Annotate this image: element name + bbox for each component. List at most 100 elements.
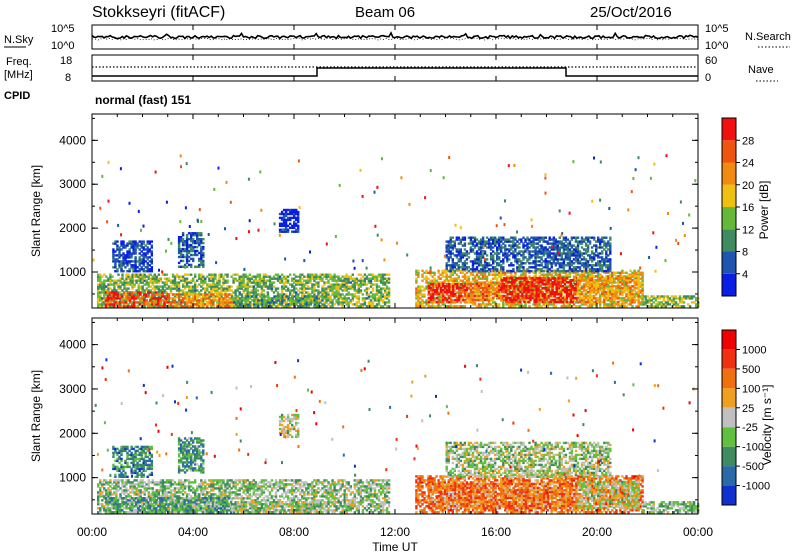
power-cell — [192, 247, 195, 251]
power-cell — [167, 277, 171, 280]
power-cell — [574, 291, 578, 294]
power-cell — [555, 300, 558, 304]
power-cell — [313, 305, 317, 308]
power-cell — [134, 262, 137, 265]
power-cell — [179, 255, 183, 259]
power-cell — [183, 247, 187, 251]
power-cell — [429, 271, 432, 274]
power-cell — [508, 303, 511, 306]
power-cell — [442, 285, 445, 288]
power-cell — [455, 248, 458, 251]
power-cell — [359, 273, 363, 276]
power-cell — [190, 303, 193, 306]
power-cell — [487, 303, 491, 306]
power-cell — [243, 305, 246, 308]
power-cell — [447, 240, 450, 243]
power-cell — [345, 283, 348, 286]
power-cell — [627, 299, 630, 302]
power-cell — [190, 247, 193, 251]
power-cell — [385, 305, 389, 308]
power-cell — [238, 277, 241, 280]
power-cell — [518, 275, 521, 278]
power-cell — [487, 286, 491, 290]
power-cell — [118, 264, 121, 267]
power-cell — [539, 277, 542, 280]
power-cell — [347, 275, 350, 278]
power-cell — [341, 305, 344, 308]
power-cell — [169, 305, 173, 308]
power-cell — [365, 277, 369, 280]
power-cell — [202, 305, 205, 308]
power-cell — [109, 281, 112, 284]
power-cell — [144, 244, 147, 247]
power-cell — [153, 299, 156, 302]
power-cell — [181, 275, 185, 278]
power-cell — [127, 293, 130, 296]
power-cell — [128, 270, 131, 273]
power-cell — [584, 289, 588, 292]
power-cell — [593, 271, 596, 274]
power-cell — [120, 266, 123, 269]
power-cell — [295, 287, 298, 290]
power-cell — [578, 283, 582, 286]
power-cell — [228, 305, 231, 308]
power-cell — [188, 287, 191, 290]
power-cell — [181, 249, 185, 253]
power-cell — [146, 262, 149, 265]
power-cell — [175, 281, 179, 284]
power-cell — [270, 281, 274, 284]
power-cell — [321, 285, 324, 288]
power-cell — [464, 285, 467, 288]
power-cell — [494, 273, 497, 276]
power-cell — [212, 275, 215, 278]
power-cell — [553, 277, 556, 280]
power-cell — [337, 293, 340, 296]
power-cell — [181, 285, 185, 288]
power-cell — [576, 291, 580, 294]
power-cell — [246, 275, 249, 278]
power-cell — [361, 275, 365, 278]
power-cell — [299, 275, 302, 278]
power-cell — [603, 288, 606, 292]
power-cell — [198, 259, 201, 263]
power-cell — [523, 285, 526, 288]
power-cell — [311, 299, 314, 302]
power-cell — [503, 279, 506, 282]
power-cell — [471, 282, 475, 286]
power-cell — [625, 277, 628, 280]
power-cell — [291, 212, 294, 216]
power-cell — [547, 288, 550, 292]
power-cell — [289, 305, 292, 308]
power-cell — [250, 289, 253, 292]
power-cell — [359, 305, 363, 308]
power-cell — [157, 293, 160, 296]
power-cell — [190, 291, 193, 294]
power-cell — [536, 303, 539, 306]
power-cell — [97, 279, 100, 282]
power-cell — [273, 295, 276, 298]
power-cell — [254, 277, 257, 280]
power-cell — [341, 293, 344, 296]
power-cell — [244, 285, 247, 288]
power-cell — [112, 248, 115, 251]
power-cell — [609, 289, 612, 292]
power-cell — [271, 301, 274, 304]
power-cell — [457, 248, 460, 251]
power-cell — [479, 296, 483, 299]
power-cell — [369, 285, 373, 288]
power-cell — [264, 301, 268, 304]
power-cell — [375, 297, 379, 300]
power-cell — [601, 281, 604, 284]
power-cell — [631, 296, 634, 300]
power-cell — [216, 285, 219, 288]
power-cell — [445, 297, 448, 300]
power-cell — [198, 251, 201, 255]
power-cell — [238, 283, 241, 286]
power-cell — [588, 297, 592, 300]
power-cell — [417, 293, 420, 296]
power-cell — [268, 275, 272, 278]
power-cell — [469, 287, 473, 290]
power-cell — [563, 298, 567, 302]
power-cell — [543, 296, 546, 300]
power-cell — [183, 255, 187, 259]
